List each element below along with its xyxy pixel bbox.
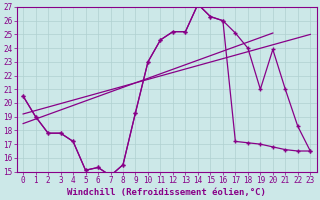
X-axis label: Windchill (Refroidissement éolien,°C): Windchill (Refroidissement éolien,°C) <box>67 188 266 197</box>
